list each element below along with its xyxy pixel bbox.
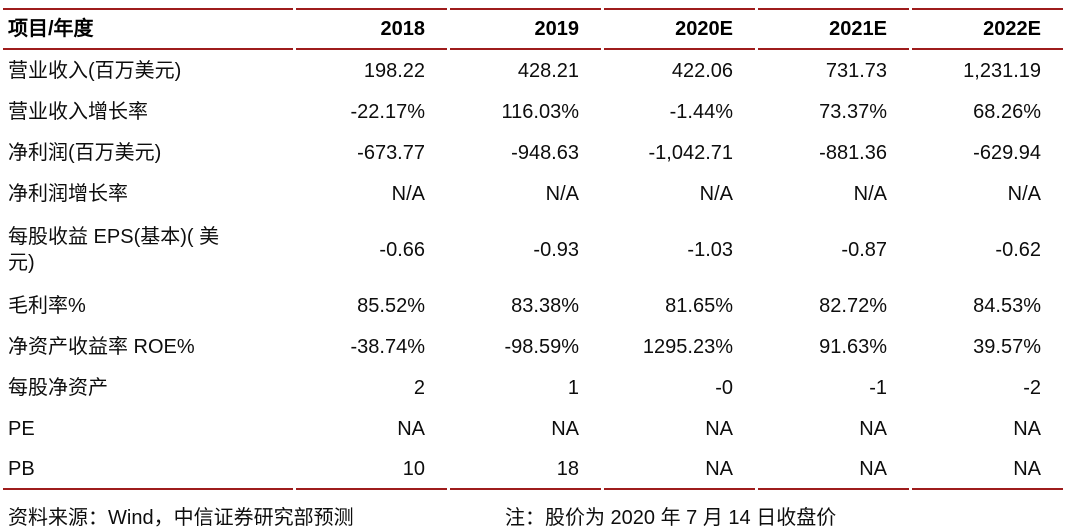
row-label: 每股净资产 (8, 376, 108, 399)
table-row-bvps: 每股净资产 2 1 -0 -1 -2 (3, 367, 1063, 408)
table-row-revenue: 营业收入(百万美元) 198.22 428.21 422.06 731.73 1… (3, 50, 1063, 91)
cell-value: -673.77 (357, 141, 425, 164)
cell-value: 81.65% (665, 294, 733, 317)
table-row-pb: PB 10 18 NA NA NA (3, 449, 1063, 490)
cell-value: -2 (1023, 376, 1041, 399)
cell-value: NA (551, 417, 579, 440)
table-row-revenue-growth: 营业收入增长率 -22.17% 116.03% -1.44% 73.37% 68… (3, 91, 1063, 132)
cell-value: NA (912, 449, 1063, 490)
row-label: PE (8, 417, 35, 440)
table-row-net-profit-growth: 净利润增长率 N/A N/A N/A N/A N/A (3, 173, 1063, 214)
row-label: 毛利率% (8, 294, 86, 317)
column-header-2021e: 2021E (758, 8, 909, 50)
cell-value: NA (604, 449, 755, 490)
cell-value: NA (397, 417, 425, 440)
column-header-2018: 2018 (296, 8, 447, 50)
column-header-2019: 2019 (450, 8, 601, 50)
cell-value: NA (705, 417, 733, 440)
cell-value: 10 (296, 449, 447, 490)
row-label: PB (3, 449, 293, 490)
cell-value: 1 (567, 376, 579, 399)
cell-value: 2 (413, 376, 425, 399)
cell-value: NA (758, 449, 909, 490)
cell-value: -881.36 (819, 141, 887, 164)
row-label: 营业收入(百万美元) (8, 59, 182, 82)
cell-value: -0.93 (533, 238, 579, 261)
cell-value: 84.53% (973, 294, 1041, 317)
cell-value: N/A (853, 182, 887, 205)
column-header-item-year: 项目/年度 (3, 8, 293, 50)
cell-value: -98.59% (504, 335, 580, 358)
cell-value: 1295.23% (642, 335, 733, 358)
cell-value: 68.26% (973, 100, 1041, 123)
cell-value: -0 (715, 376, 733, 399)
cell-value: N/A (545, 182, 579, 205)
cell-value: -0.87 (841, 238, 887, 261)
cell-value: 83.38% (511, 294, 579, 317)
price-note: 注：股价为 2020 年 7 月 14 日收盘价 (505, 507, 837, 529)
cell-value: -1,042.71 (648, 141, 733, 164)
cell-value: 73.37% (819, 100, 887, 123)
table-row-gross-margin: 毛利率% 85.52% 83.38% 81.65% 82.72% 84.53% (3, 285, 1063, 326)
cell-value: NA (859, 417, 887, 440)
cell-value: -22.17% (350, 100, 426, 123)
table-row-net-profit: 净利润(百万美元) -673.77 -948.63 -1,042.71 -881… (3, 132, 1063, 173)
cell-value: -0.62 (995, 238, 1041, 261)
cell-value: N/A (699, 182, 733, 205)
row-label: 每股收益 EPS(基本)( 美 元) (8, 225, 220, 274)
column-header-2022e: 2022E (912, 8, 1063, 50)
cell-value: 91.63% (819, 335, 887, 358)
cell-value: 428.21 (517, 59, 579, 82)
cell-value: N/A (1007, 182, 1041, 205)
cell-value: -948.63 (511, 141, 579, 164)
column-header-2020e: 2020E (604, 8, 755, 50)
cell-value: -38.74% (350, 335, 426, 358)
cell-value: 1,231.19 (963, 59, 1041, 82)
table-row-pe: PE NA NA NA NA NA (3, 408, 1063, 449)
row-label: 营业收入增长率 (8, 100, 148, 123)
cell-value: 422.06 (671, 59, 733, 82)
cell-value: 39.57% (973, 335, 1041, 358)
cell-value: 18 (450, 449, 601, 490)
source-note: 资料来源：Wind，中信证券研究部预测 (8, 507, 354, 529)
cell-value: N/A (391, 182, 425, 205)
cell-value: -629.94 (973, 141, 1041, 164)
table-row-eps: 每股收益 EPS(基本)( 美 元) -0.66 -0.93 -1.03 -0.… (3, 214, 1063, 285)
cell-value: -1.44% (669, 100, 733, 123)
row-label: 净利润增长率 (8, 182, 128, 205)
row-label: 净利润(百万美元) (8, 141, 162, 164)
table-header-row: 项目/年度 2018 2019 2020E 2021E 2022E (3, 8, 1063, 50)
cell-value: 116.03% (501, 100, 579, 123)
cell-value: 85.52% (357, 294, 425, 317)
row-label: 净资产收益率 ROE% (8, 335, 195, 358)
cell-value: -1.03 (687, 238, 733, 261)
cell-value: -0.66 (379, 238, 425, 261)
cell-value: NA (1013, 417, 1041, 440)
cell-value: 731.73 (825, 59, 887, 82)
financial-forecast-table: 项目/年度 2018 2019 2020E 2021E 2022E 营业收入(百… (0, 8, 1066, 490)
cell-value: 198.22 (363, 59, 425, 82)
cell-value: 82.72% (819, 294, 887, 317)
cell-value: -1 (869, 376, 887, 399)
table-row-roe: 净资产收益率 ROE% -38.74% -98.59% 1295.23% 91.… (3, 326, 1063, 367)
